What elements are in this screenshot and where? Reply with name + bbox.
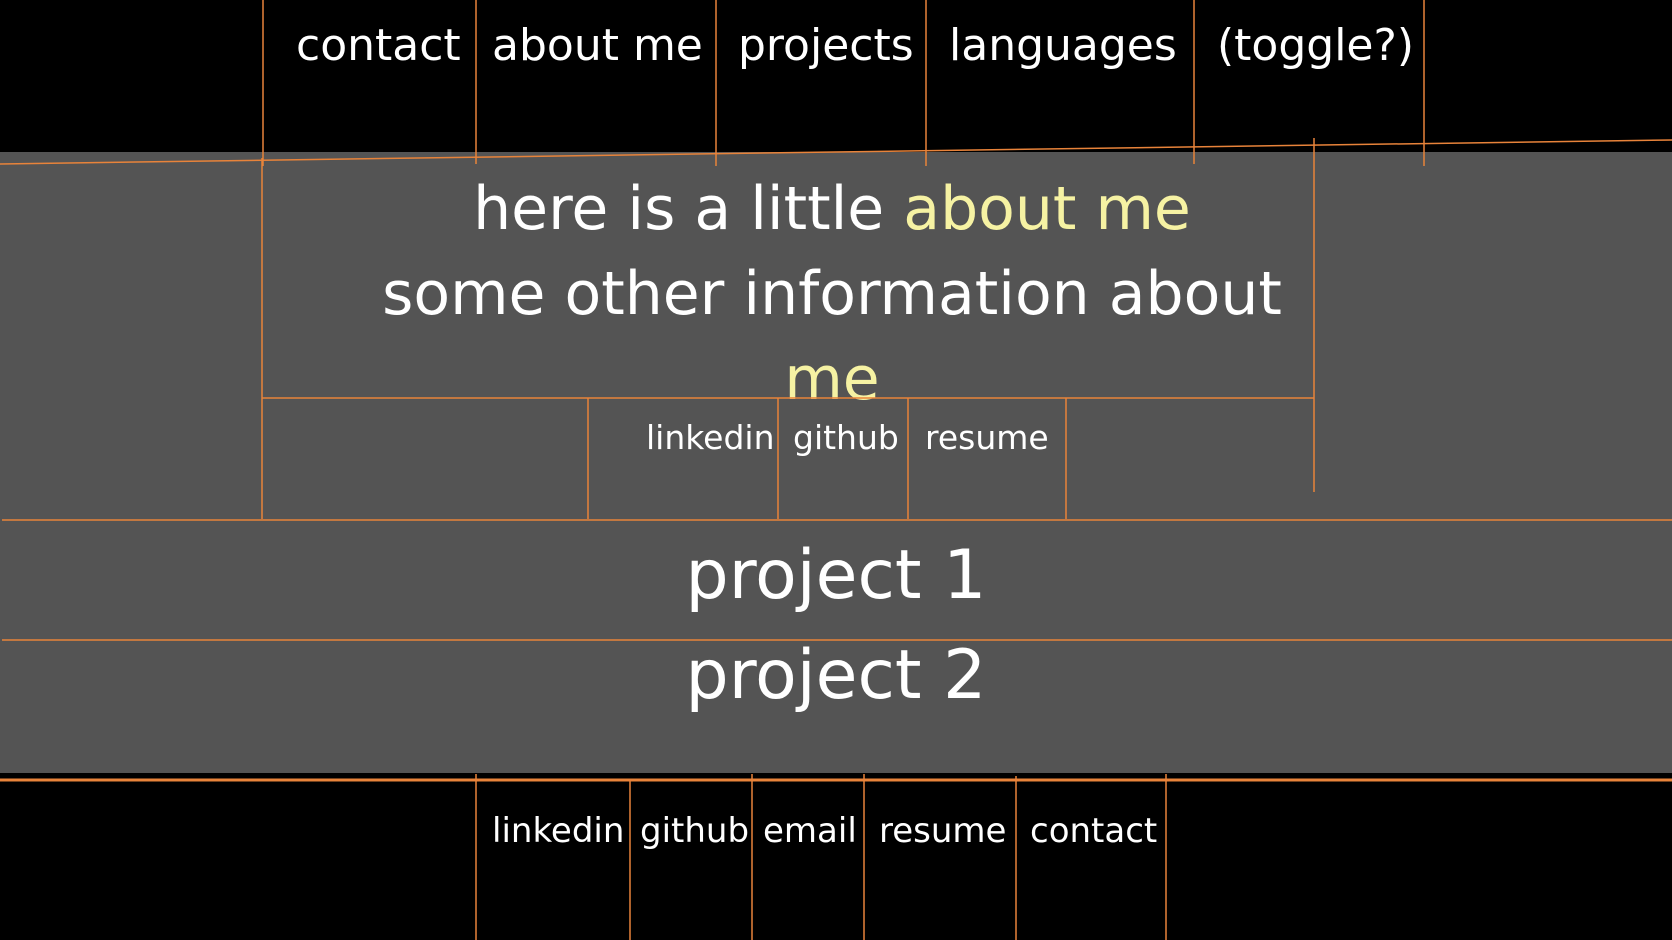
nav-languages-link[interactable]: languages xyxy=(949,20,1177,71)
about-info-line: some other information about xyxy=(262,251,1402,337)
footer-linkedin-link[interactable]: linkedin xyxy=(492,811,625,851)
nav-about-me-link[interactable]: about me xyxy=(492,20,703,71)
nav-projects-link[interactable]: projects xyxy=(738,20,914,71)
top-nav: contact about me projects languages (tog… xyxy=(0,0,1672,152)
project-1-item[interactable]: project 1 xyxy=(685,536,987,615)
header-divider-line xyxy=(0,139,1672,165)
nav-toggle-button[interactable]: (toggle?) xyxy=(1217,20,1415,71)
about-github-link[interactable]: github xyxy=(793,418,899,457)
about-heading-accent: about me xyxy=(903,174,1191,244)
footer xyxy=(0,773,1672,940)
project-2-item[interactable]: project 2 xyxy=(685,636,987,715)
nav-contact-link[interactable]: contact xyxy=(296,20,461,71)
about-heading-prefix: here is a little xyxy=(473,174,904,244)
footer-contact-link[interactable]: contact xyxy=(1030,811,1158,851)
about-info-text: some other information about xyxy=(382,259,1282,329)
about-info-line-wrap: me xyxy=(262,336,1402,422)
about-heading: here is a little about me xyxy=(262,166,1402,252)
footer-resume-link[interactable]: resume xyxy=(879,811,1007,851)
about-resume-link[interactable]: resume xyxy=(925,418,1049,457)
about-linkedin-link[interactable]: linkedin xyxy=(646,418,775,457)
footer-github-link[interactable]: github xyxy=(640,811,750,851)
main-content xyxy=(0,152,1672,773)
about-info-accent: me xyxy=(784,344,880,414)
footer-email-link[interactable]: email xyxy=(763,811,857,851)
